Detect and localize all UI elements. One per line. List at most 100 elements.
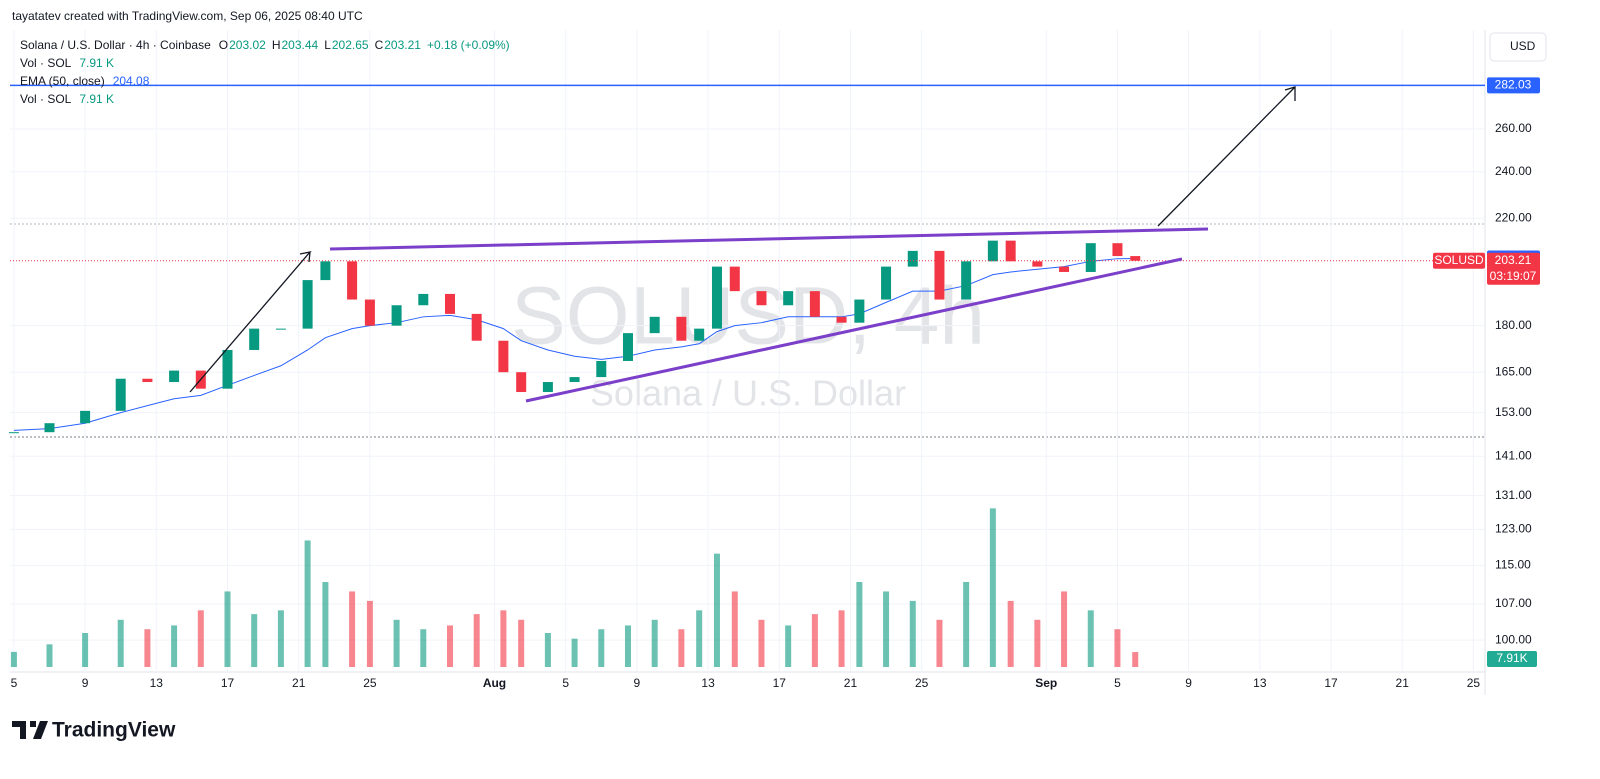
x-tick-label: 13 [701,676,715,690]
candle [694,328,705,341]
drawings [189,86,1296,403]
volume-bar [883,591,890,667]
x-tick-label: 25 [915,676,929,690]
volume-bar [731,591,738,667]
candle [142,378,153,383]
ohlc-value: 202.65 [332,38,369,52]
volume-bar [678,629,685,667]
candle [569,377,580,383]
candle [320,261,331,281]
x-tick-label: 9 [82,676,89,690]
y-tick-label: 153.00 [1495,405,1532,419]
candle [783,291,794,306]
candle [222,349,233,389]
y-tick-label: 260.00 [1495,121,1532,135]
volume-bar [838,610,845,667]
volume-bar [322,582,329,667]
volume-bar [1061,591,1068,667]
ohlc-label: H [272,38,281,52]
candle [836,316,847,323]
ohlc-value: 203.21 [384,38,421,52]
candle [907,250,918,267]
candle [596,360,607,378]
y-tick-label: 180.00 [1495,318,1532,332]
x-tick-label: Sep [1035,676,1057,690]
volume-tag [1487,651,1537,667]
arrow [189,250,312,393]
volume-bar [473,614,480,667]
indicator-value: 7.91 K [79,56,114,70]
candle [391,305,402,326]
x-tick-label: 13 [1253,676,1267,690]
candle [1032,261,1043,267]
candle [854,299,865,323]
volume-bar [224,591,231,667]
y-tick-label: 240.00 [1495,164,1532,178]
ohlc-label: C [375,38,384,52]
volume-bar [856,582,863,667]
volume-bar [420,629,427,667]
y-tick-label: 123.00 [1495,522,1532,536]
candle [1112,243,1123,257]
x-tick-label: 25 [1467,676,1481,690]
volume-bar [989,508,996,667]
x-tick-label: 17 [1324,676,1338,690]
currency-button[interactable] [1489,32,1547,62]
volume-bar [624,625,631,667]
watermark-title: SOLUSD, 4h [511,271,985,362]
candle [80,410,91,424]
volume-bar [46,644,53,667]
volume-bar [349,591,356,667]
volume-bar [651,619,658,667]
x-tick-label: 5 [1114,676,1121,690]
y-tick-label: 131.00 [1495,488,1532,502]
ohlc-value: 203.02 [229,38,266,52]
y-tick-label: 141.00 [1495,448,1532,462]
candle [881,266,892,300]
logo-text: TradingView [52,719,176,742]
volume-bar [1114,629,1121,667]
ohlc-label: L [324,38,331,52]
x-tick-label: 25 [363,676,377,690]
volume-bar [82,633,89,667]
volume-bar [117,619,124,667]
price-tag [1487,77,1540,94]
candle [1059,266,1070,272]
candle [44,423,55,433]
y-tick-label: 107.00 [1495,596,1532,610]
x-tick-label: 17 [773,676,787,690]
volume-bar [304,540,311,667]
volume-bar [713,553,720,667]
x-tick-label: 9 [1185,676,1192,690]
logo-icon [12,721,48,739]
x-tick-label: 21 [844,676,858,690]
y-tick-label: 220.00 [1495,210,1532,224]
ohlc-label: O [219,38,228,52]
symbol-tag-text: SOLUSD [1434,253,1484,267]
indicator-name: EMA (50, close) [20,74,105,88]
candle [987,240,998,262]
candle [649,316,660,334]
x-tick-label: 5 [562,676,569,690]
volume-bar [500,610,507,667]
indicator-name: Vol · SOL [20,92,72,106]
volume-bar [963,582,970,667]
currency[interactable]: USD [1510,39,1536,53]
price-tag-text: 203.21 [1495,253,1532,267]
y-tick-label: 100.00 [1495,632,1532,646]
candle [542,382,553,393]
y-tick-label: 165.00 [1495,364,1532,378]
candle [756,291,767,306]
volume-bar [366,600,373,667]
volume-bar [1034,619,1041,667]
header: tayatatev created with TradingView.com, … [12,9,363,23]
candle [498,340,509,373]
volume-bar [393,619,400,667]
ema-line [13,257,1136,431]
logo: TradingView [12,719,176,742]
volume-bar [277,610,284,667]
candle [1085,243,1096,272]
volume-bar [518,619,525,667]
symbol: Solana / U.S. Dollar · 4h · Coinbase [20,38,211,52]
volume-bar [598,629,605,667]
